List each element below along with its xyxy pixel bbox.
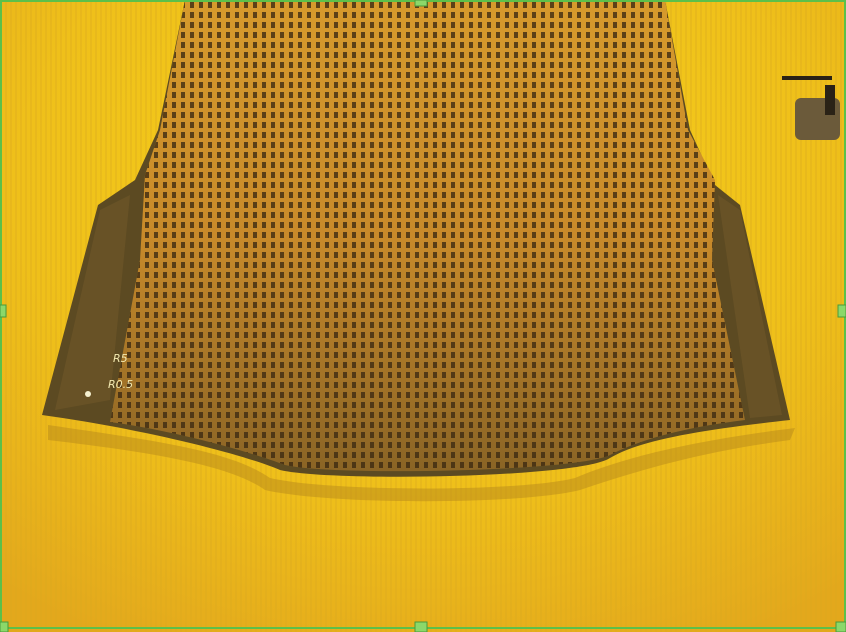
annotation: R0.5 [108, 378, 133, 391]
handle-top[interactable] [414, 0, 428, 7]
handle-bottom-left[interactable] [0, 621, 9, 632]
tool-rod [782, 76, 832, 80]
right-flange [718, 195, 782, 418]
handle-bottom[interactable] [414, 621, 428, 632]
handle-left[interactable] [0, 304, 7, 318]
handle-bottom-right[interactable] [835, 621, 846, 632]
sheet-shadow [48, 425, 795, 502]
tool-knob [825, 85, 835, 115]
grid-pattern [110, 0, 745, 472]
marker-dot [85, 391, 91, 397]
handle-right[interactable] [837, 304, 846, 318]
annotation: R5 [113, 352, 128, 365]
left-flange [55, 195, 130, 410]
